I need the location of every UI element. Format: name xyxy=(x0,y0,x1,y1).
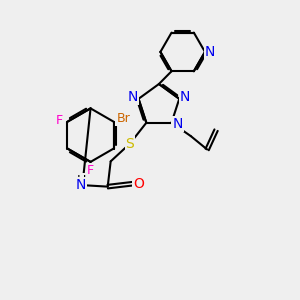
Text: N: N xyxy=(128,90,138,104)
Text: O: O xyxy=(134,177,144,191)
Text: Br: Br xyxy=(116,112,130,125)
Text: S: S xyxy=(126,136,134,151)
Text: N: N xyxy=(172,117,183,131)
Text: F: F xyxy=(87,164,94,177)
Text: N: N xyxy=(76,178,86,192)
Text: N: N xyxy=(180,90,190,104)
Text: H: H xyxy=(76,174,86,187)
Text: N: N xyxy=(205,45,215,59)
Text: F: F xyxy=(56,114,63,127)
